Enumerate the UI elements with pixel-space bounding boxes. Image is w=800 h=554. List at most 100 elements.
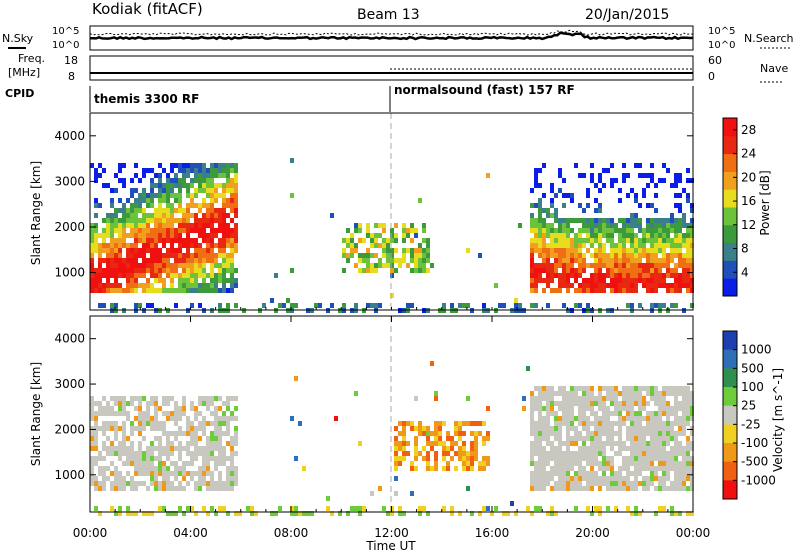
heatmap-cell [626,471,630,476]
heatmap-cell [574,401,578,406]
heatmap-cell [678,193,682,198]
heatmap-cell [638,228,642,233]
heatmap-cell [570,436,574,441]
heatmap-cell [610,481,614,486]
heatmap-cell [178,446,182,451]
heatmap-cell [110,396,114,401]
heatmap-cell [150,421,154,426]
heatmap-cell [594,431,598,436]
heatmap-cell [146,258,150,263]
heatmap-cell [234,203,238,208]
heatmap-cell [582,283,586,288]
heatmap-cell [646,391,650,396]
heatmap-cell [178,223,182,228]
heatmap-cell [630,218,634,223]
heatmap-cell [182,258,186,263]
heatmap-cell [614,253,618,258]
heatmap-cell [186,283,190,288]
heatmap-cell [674,481,678,486]
heatmap-cell [214,163,218,168]
heatmap-cell [674,406,678,411]
heatmap-cell [98,426,102,431]
heatmap-cell [618,476,622,481]
heatmap-cell [178,188,182,193]
heatmap-cell [134,213,138,218]
heatmap-cell [230,238,234,243]
heatmap-cell [586,416,590,421]
noise-strip: 10^5 10^0 10^5 10^0 [52,25,735,51]
heatmap-cell [194,273,198,278]
heatmap-cell [126,243,130,248]
heatmap-cell [174,248,178,253]
heatmap-cell [426,248,430,253]
heatmap-cell [530,258,534,263]
heatmap-cell [578,203,582,208]
heatmap-cell [102,268,106,273]
heatmap-cell [678,278,682,283]
heatmap-cell [570,218,574,223]
heatmap-cell [550,466,554,471]
heatmap-cell [570,411,574,416]
heatmap-cell [190,273,194,278]
heatmap-cell [90,466,94,471]
heatmap-cell [178,481,182,486]
velocity-colorbar-tick-label: -25 [741,417,761,431]
heatmap-cell [190,471,194,476]
heatmap-cell [526,366,530,371]
heatmap-cell [398,258,402,263]
heatmap-cell [586,203,590,208]
heatmap-cell [550,476,554,481]
heatmap-cell [546,416,550,421]
heatmap-cell [690,278,694,283]
heatmap-cell [122,223,126,228]
heatmap-cell [578,401,582,406]
heatmap-cell [202,248,206,253]
heatmap-cell [414,441,418,446]
heatmap-cell [150,243,154,248]
heatmap-cell [602,481,606,486]
heatmap-cell [598,258,602,263]
heatmap-cell [630,431,634,436]
heatmap-cell [90,233,94,238]
heatmap-cell [162,476,166,481]
heatmap-cell [650,303,654,308]
heatmap-cell [430,361,434,366]
heatmap-cell [626,401,630,406]
heatmap-cell [534,451,538,456]
heatmap-cell [194,511,198,516]
heatmap-cell [562,253,566,258]
heatmap-cell [686,228,690,233]
heatmap-cell [438,421,442,426]
heatmap-cell [210,263,214,268]
power-colorbar-label: Power [dB] [758,170,772,235]
heatmap-cell [222,228,226,233]
heatmap-cell [566,401,570,406]
heatmap-cell [94,213,98,218]
heatmap-cell [678,228,682,233]
heatmap-cell [666,228,670,233]
heatmap-cell [234,441,238,446]
heatmap-cell [558,391,562,396]
heatmap-cell [662,228,666,233]
heatmap-cell [234,283,238,288]
heatmap-cell [194,283,198,288]
heatmap-cell [602,253,606,258]
heatmap-cell [670,466,674,471]
heatmap-cell [610,253,614,258]
heatmap-cell [102,233,106,238]
heatmap-cell [158,456,162,461]
heatmap-cell [166,401,170,406]
heatmap-cell [114,208,118,213]
heatmap-cell [530,396,534,401]
heatmap-cell [166,238,170,243]
heatmap-cell [434,391,438,396]
heatmap-cell [102,441,106,446]
heatmap-cell [654,218,658,223]
heatmap-cell [650,471,654,476]
heatmap-cell [226,288,230,293]
heatmap-cell [118,248,122,253]
heatmap-cell [210,233,214,238]
heatmap-cell [230,476,234,481]
heatmap-cell [618,446,622,451]
power-colorbar-swatch [723,242,737,261]
